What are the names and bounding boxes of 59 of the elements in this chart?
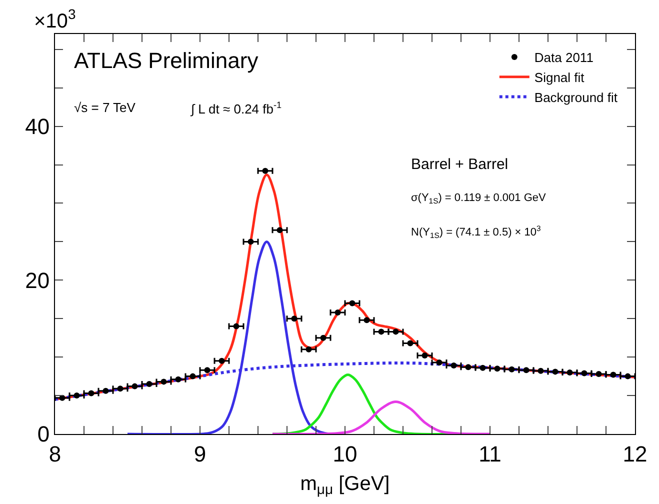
legend-label: Signal fit <box>534 70 585 85</box>
x-tick-label: 8 <box>48 441 62 466</box>
point <box>465 364 472 370</box>
legend-label: Background fit <box>534 90 618 105</box>
point <box>291 316 298 322</box>
point <box>218 358 225 364</box>
point <box>552 368 558 375</box>
point <box>349 300 356 306</box>
point <box>190 373 196 380</box>
point <box>204 367 210 374</box>
point <box>117 386 124 392</box>
x-tick-label: 10 <box>332 441 358 466</box>
point <box>132 383 138 390</box>
annotation: σ(Υ$_{1S}$) = 0.119 ± 0.001 GeV <box>411 192 547 206</box>
x-tick-label: 9 <box>194 441 206 466</box>
point <box>392 328 399 335</box>
point <box>436 359 442 366</box>
point <box>160 378 167 385</box>
point <box>581 370 588 376</box>
annotation: ∫ L dt ≈ 0.24 fb$^{-1}$ <box>190 100 282 116</box>
point <box>624 373 631 380</box>
point <box>378 328 384 335</box>
point <box>102 388 109 394</box>
legend-label: Data 2011 <box>534 50 594 66</box>
point <box>596 371 602 377</box>
point <box>407 340 414 346</box>
annotation: ATLAS Preliminary <box>74 48 258 73</box>
point <box>175 376 182 382</box>
point <box>610 372 616 378</box>
point <box>88 390 94 396</box>
x-tick-label: 12 <box>622 441 648 466</box>
y-tick-label: 40 <box>25 114 50 140</box>
x-tick-label: 11 <box>478 441 502 466</box>
point <box>450 362 457 369</box>
annotation: N(Υ$_{1S}$) = (74.1 ± 0.5) × 10$^{3}$ <box>411 224 541 240</box>
text: ×10$^{3}$ <box>34 6 76 32</box>
point <box>364 317 370 324</box>
point <box>74 392 80 399</box>
point <box>146 381 152 387</box>
point <box>276 227 283 234</box>
x-axis-title: m$_{μμ}$ [GeV] <box>300 472 390 498</box>
point <box>538 368 544 374</box>
point <box>422 352 428 359</box>
point <box>508 366 515 372</box>
point <box>248 238 254 245</box>
point <box>334 309 341 316</box>
line-series <box>271 400 492 434</box>
point <box>233 323 240 330</box>
annotation: √s = 7 TeV <box>74 100 136 115</box>
point <box>523 367 530 374</box>
point <box>480 364 486 371</box>
point <box>320 334 326 341</box>
point <box>262 168 268 174</box>
point <box>566 369 573 376</box>
y-tick-label: 0 <box>37 422 50 447</box>
y-tick-label: 20 <box>25 268 50 293</box>
point <box>494 366 500 372</box>
point <box>306 346 312 352</box>
annotation: Barrel + Barrel <box>411 156 508 173</box>
